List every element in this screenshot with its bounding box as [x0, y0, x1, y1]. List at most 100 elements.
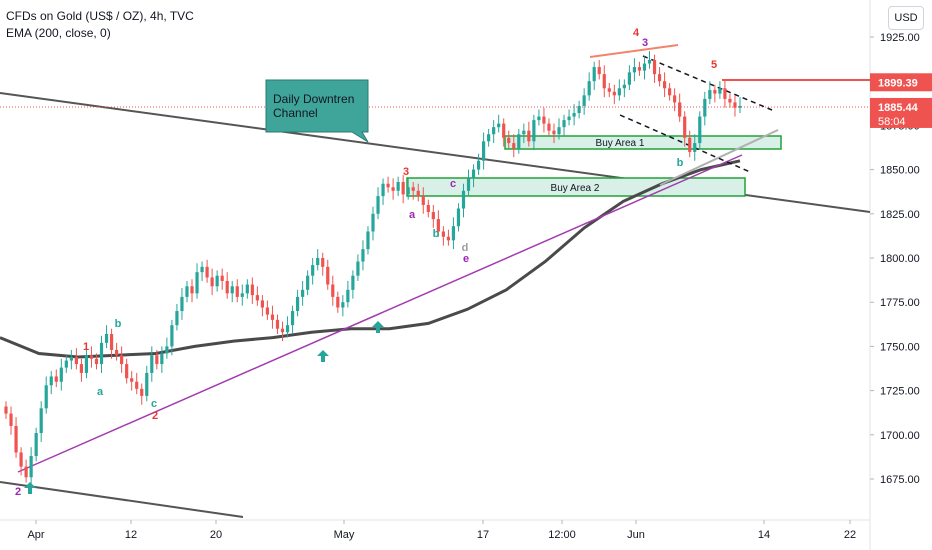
buy-arrow-icon	[24, 482, 36, 494]
wave-label-4: 4	[633, 27, 640, 39]
candle-body	[657, 74, 662, 82]
candle-body	[175, 311, 179, 326]
candle-body	[497, 123, 501, 128]
candle-body	[416, 190, 420, 197]
plot-area	[0, 0, 870, 520]
bar-countdown-label: 58:04	[878, 116, 906, 128]
candle-body	[311, 265, 315, 276]
wave-label-1: 1	[83, 341, 89, 353]
candle-body	[220, 275, 224, 281]
candle-body	[250, 284, 254, 296]
candle-body	[160, 353, 164, 365]
candle-body	[678, 102, 682, 117]
candle-body	[642, 63, 647, 71]
candle-body	[461, 190, 466, 209]
candle-body	[381, 183, 385, 197]
candle-body	[693, 143, 697, 152]
candle-body	[396, 181, 400, 191]
candle-body	[502, 123, 506, 138]
resistance-price-label: 1899.39	[878, 77, 918, 89]
y-tick-label: 1675.00	[880, 474, 920, 486]
candle-body	[401, 181, 405, 195]
candle-body	[361, 249, 365, 262]
candle-body	[115, 349, 119, 356]
candle-body	[517, 134, 521, 149]
candle-body	[562, 120, 566, 128]
candle-body	[99, 342, 104, 365]
candle-body	[150, 355, 154, 373]
candle-body	[14, 425, 18, 453]
candle-body	[652, 59, 657, 75]
candle-body	[155, 355, 159, 365]
candle-body	[723, 88, 727, 99]
buy-area-1-zone	[504, 135, 782, 150]
x-tick-label: May	[334, 529, 355, 541]
candle-body	[326, 266, 330, 285]
candle-body	[426, 204, 430, 213]
candle-body	[386, 183, 390, 188]
wave-label-3: 3	[403, 166, 409, 178]
candle-body	[421, 196, 425, 205]
candle-body	[371, 213, 375, 232]
candle-body	[552, 130, 556, 135]
x-tick-label: 22	[844, 529, 856, 541]
ema-indicator-label: EMA (200, close, 0)	[6, 26, 111, 40]
symbol-title: CFDs on Gold (US$ / OZ), 4h, TVC	[6, 9, 194, 23]
candle-body	[683, 116, 687, 138]
candle-body	[39, 408, 43, 434]
candle-body	[728, 98, 732, 103]
candle-body	[255, 295, 259, 301]
candle-body	[351, 275, 355, 290]
candle-body	[275, 319, 280, 329]
candle-body	[466, 178, 471, 191]
candle-body	[331, 284, 335, 297]
wedge-lower-dashed	[619, 114, 751, 173]
y-tick-label: 1800.00	[880, 253, 920, 265]
y-tick-label: 1725.00	[880, 386, 920, 398]
candle-body	[482, 141, 486, 161]
candle-body	[532, 120, 536, 142]
candle-body	[527, 130, 531, 142]
y-tick-label: 1925.00	[880, 32, 920, 44]
candle-body	[29, 456, 33, 478]
candle-body	[185, 286, 189, 297]
candle-body	[130, 378, 134, 382]
wave-label-a: a	[409, 209, 416, 221]
candle-body	[145, 372, 149, 396]
candle-body	[64, 360, 68, 368]
wave-label-3: 3	[642, 37, 648, 49]
candle-body	[522, 130, 526, 135]
currency-button[interactable]: USD	[888, 6, 924, 30]
y-tick-label: 1750.00	[880, 341, 920, 353]
y-tick-label: 1775.00	[880, 297, 920, 309]
candle-body	[637, 67, 642, 71]
candle-body	[673, 95, 677, 103]
wave-label-5: 5	[711, 59, 717, 71]
candle-body	[356, 261, 360, 276]
candle-body	[341, 302, 345, 308]
candle-body	[577, 105, 581, 114]
candle-body	[582, 95, 586, 106]
candle-body	[135, 381, 139, 389]
candle-body	[4, 406, 8, 414]
candle-body	[406, 187, 410, 195]
candle-body	[140, 388, 144, 396]
candle-body	[632, 67, 637, 73]
x-tick-label: 17	[477, 529, 489, 541]
callout-box	[265, 79, 369, 143]
candle-body	[703, 98, 707, 117]
candle-body	[59, 367, 63, 382]
candle-body	[391, 187, 395, 191]
candle-body	[471, 169, 476, 179]
wave-label-c: c	[151, 398, 157, 410]
candle-body	[295, 296, 300, 312]
buy-arrow-icon	[372, 321, 384, 333]
candle-body	[205, 266, 209, 278]
candle-body	[89, 355, 94, 359]
candle-body	[547, 123, 551, 131]
candle-body	[290, 311, 295, 326]
candle-body	[180, 296, 184, 312]
x-tick-label: 20	[210, 529, 222, 541]
candle-body	[441, 231, 445, 237]
